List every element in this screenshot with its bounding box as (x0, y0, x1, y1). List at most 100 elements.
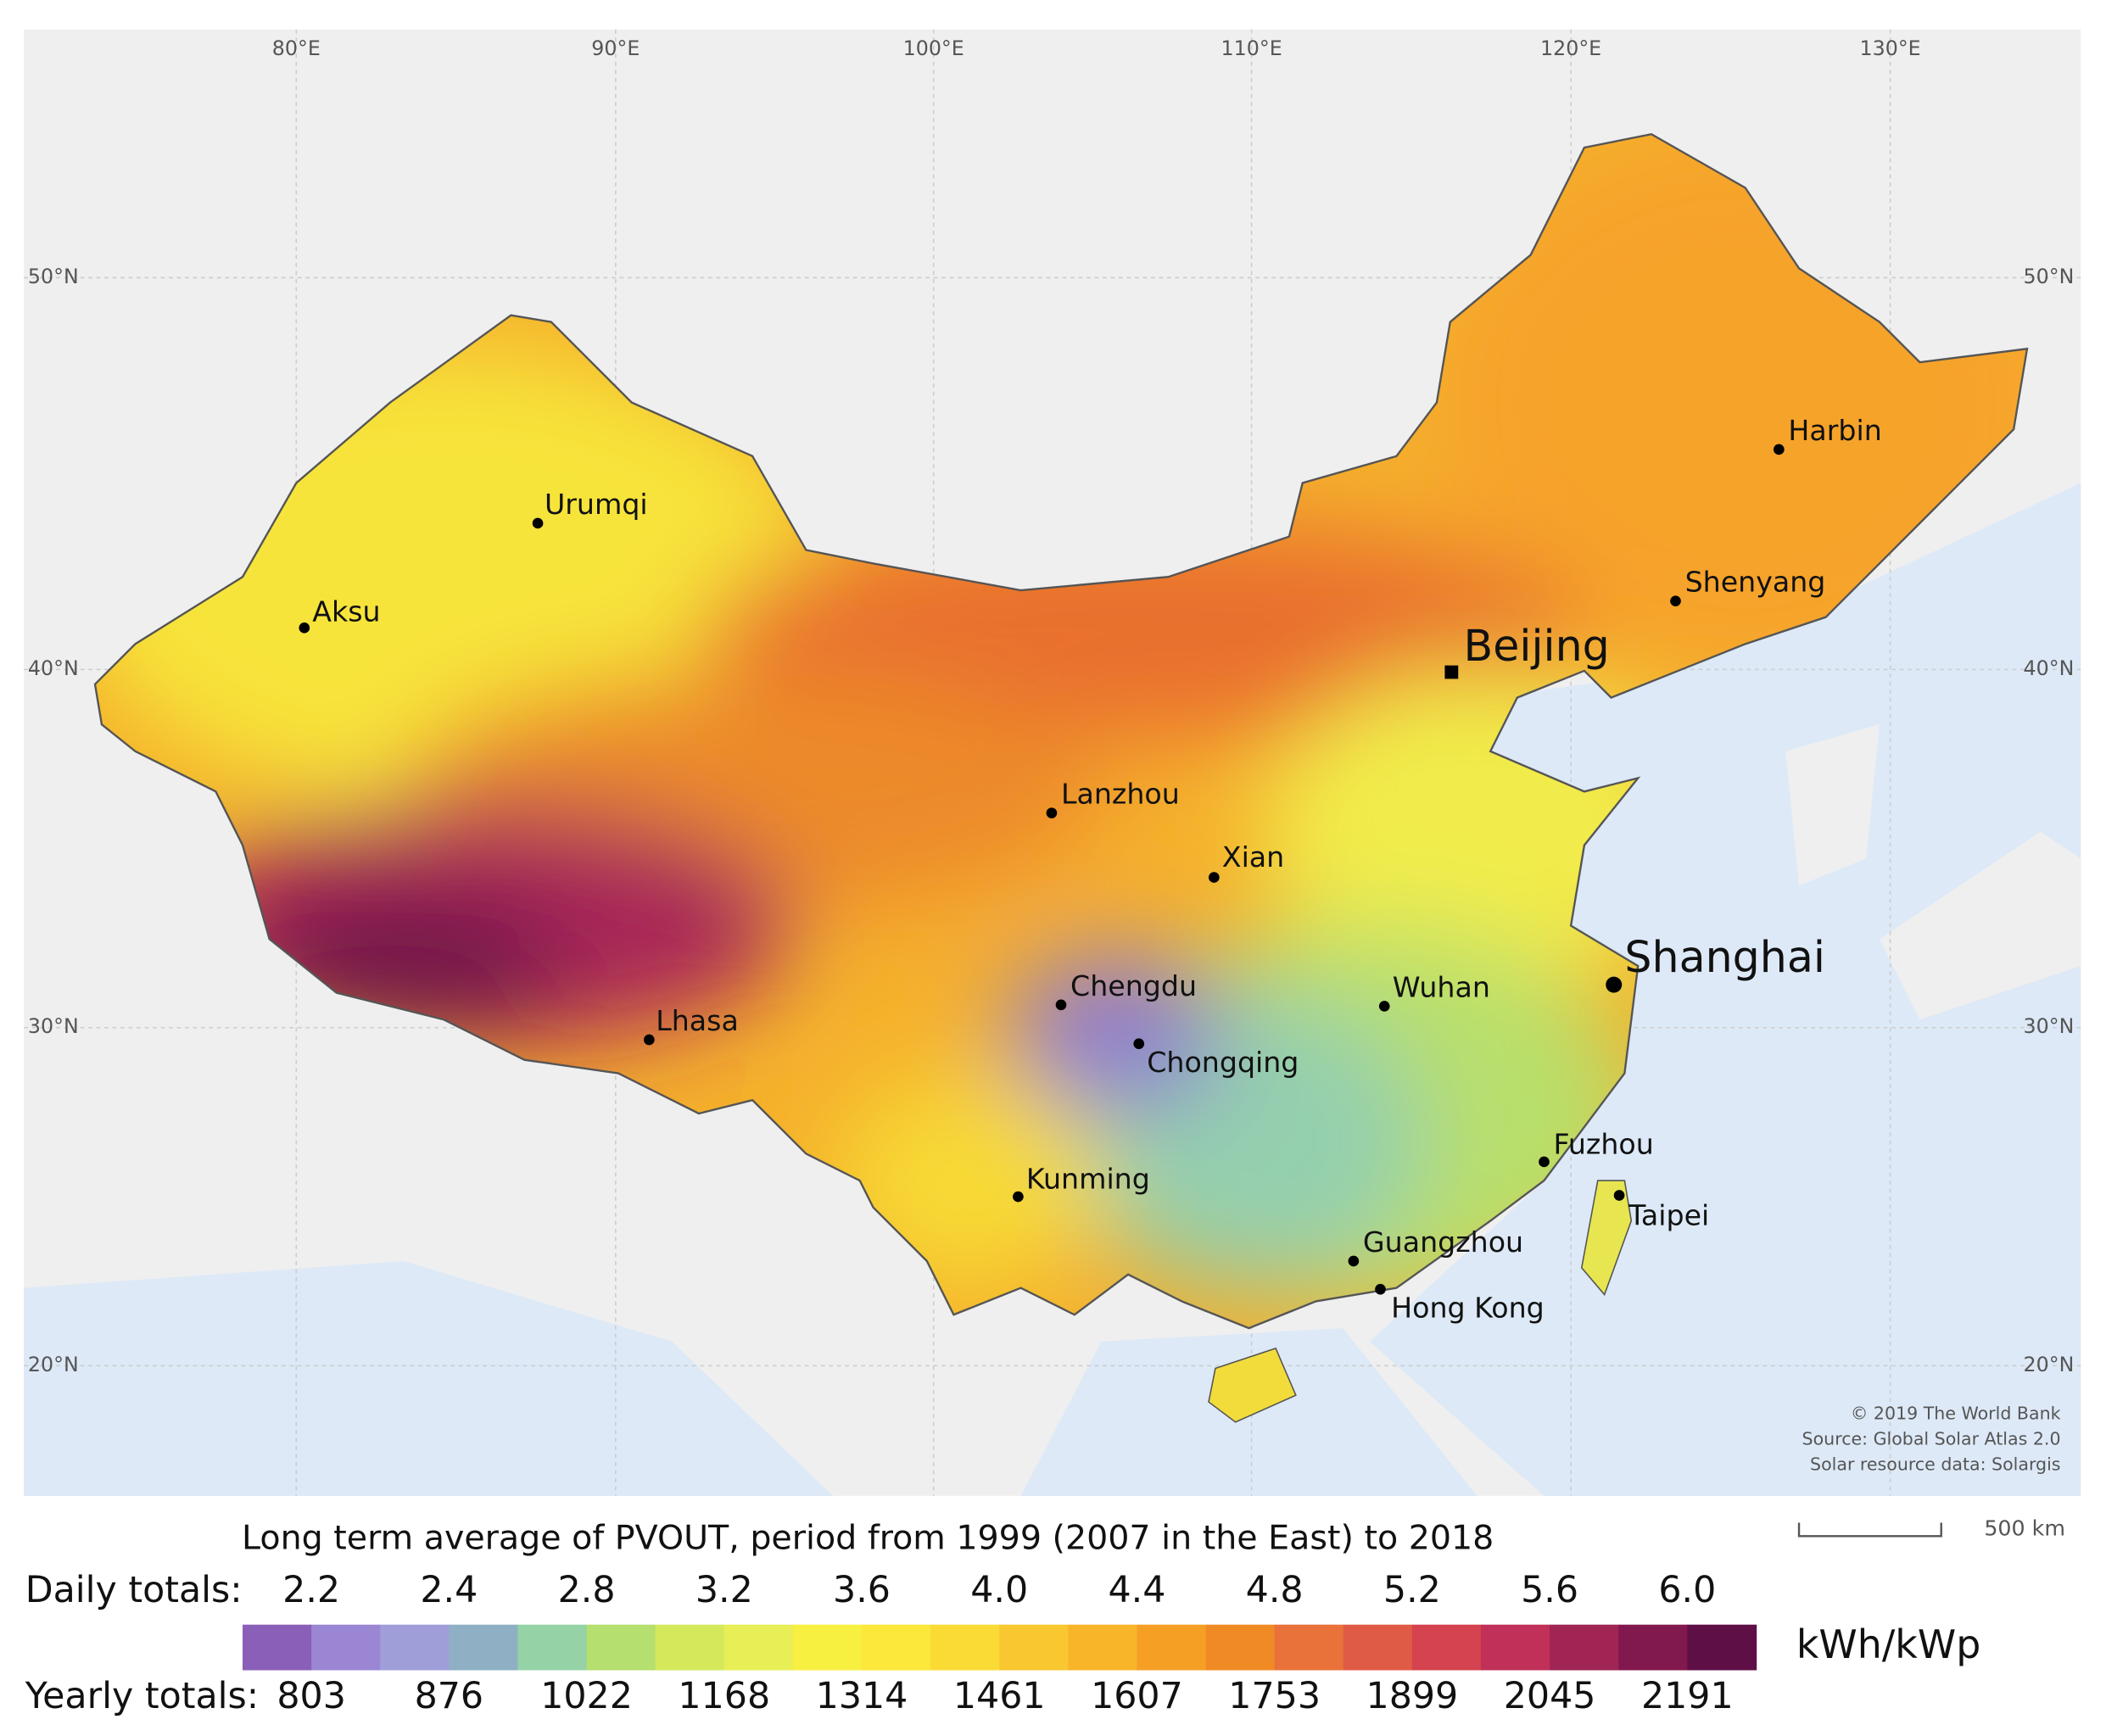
city-marker (1444, 665, 1459, 679)
city-marker (1375, 1283, 1386, 1295)
city-marker (532, 517, 544, 529)
daily-value: 3.2 (695, 1569, 753, 1611)
color-swatch (862, 1624, 931, 1671)
daily-value: 2.8 (558, 1569, 616, 1611)
color-swatch (1205, 1624, 1276, 1671)
color-swatch (1550, 1624, 1619, 1671)
latitude-label: 40°N (2024, 656, 2075, 680)
yearly-value: 1753 (1228, 1675, 1321, 1717)
city-label: Beijing (1464, 621, 1610, 671)
credit-line: Solar resource data: Solargis (1810, 1454, 2060, 1474)
daily-value: 4.0 (970, 1569, 1028, 1611)
yearly-value: 803 (277, 1675, 346, 1717)
color-swatch (449, 1624, 519, 1671)
color-swatch (930, 1624, 1001, 1671)
daily-value: 3.6 (833, 1569, 891, 1611)
yearly-value: 876 (415, 1675, 484, 1717)
latitude-label: 30°N (28, 1014, 79, 1038)
city-label: Xian (1222, 840, 1284, 874)
credit-line: © 2019 The World Bank (1851, 1403, 2061, 1423)
yearly-value: 1461 (953, 1675, 1046, 1717)
longitude-label: 110°E (1221, 36, 1282, 60)
scale-label: 500 km (1984, 1516, 2065, 1540)
daily-value: 2.4 (420, 1569, 478, 1611)
color-swatch (1068, 1624, 1138, 1671)
longitude-label: 80°E (272, 36, 321, 60)
city-label: Lanzhou (1061, 778, 1180, 811)
color-swatch (723, 1624, 794, 1671)
color-swatch (517, 1624, 588, 1671)
city-marker (1606, 976, 1623, 993)
city-label: Lhasa (656, 1004, 739, 1037)
taiwan (1580, 1180, 1633, 1297)
legend: 2.2 2.4 2.8 3.2 3.6 4.0 4.4 4.8 5.2 5.6 6.0 803 876 1… (243, 1569, 1757, 1717)
color-swatch (243, 1624, 312, 1671)
color-swatch (1343, 1624, 1413, 1671)
city-marker (1209, 872, 1220, 883)
yearly-value: 1168 (678, 1675, 770, 1717)
color-swatch (380, 1624, 450, 1671)
credits: © 2019 The World Bank Source: Global Sola… (1802, 1403, 2061, 1474)
color-swatch (1618, 1624, 1689, 1671)
city-marker (1046, 807, 1058, 818)
longitude-label: 130°E (1860, 36, 1921, 60)
city-marker (1670, 595, 1681, 607)
city-marker (1348, 1255, 1360, 1267)
yearly-value: 2191 (1641, 1675, 1734, 1717)
city-label: Harbin (1788, 414, 1881, 447)
city-marker (1013, 1191, 1024, 1203)
yearly-label: Yearly totals: (25, 1675, 259, 1717)
city-marker (1055, 999, 1067, 1011)
longitude-label: 90°E (591, 36, 640, 60)
hainan (1208, 1347, 1297, 1423)
latitude-label: 20°N (2024, 1353, 2075, 1376)
city-label: Hong Kong (1391, 1291, 1545, 1324)
city-label: Shenyang (1685, 566, 1826, 599)
latitude-label: 50°N (28, 265, 79, 288)
yearly-value: 1314 (816, 1675, 908, 1717)
city-label: Urumqi (545, 488, 648, 521)
city-marker (1613, 1190, 1625, 1201)
city-label: Chengdu (1070, 969, 1197, 1002)
credit-line: Source: Global Solar Atlas 2.0 (1802, 1428, 2061, 1449)
color-swatch (1274, 1624, 1344, 1671)
cities: Urumqi Aksu Harbin Shenyang Beijing Lanzhou Xi… (299, 414, 1882, 1324)
latitude-label: 40°N (28, 656, 79, 680)
city-marker (1133, 1038, 1145, 1050)
unit-label: kWh/kWp (1796, 1622, 1980, 1667)
city-label: Aksu (312, 594, 380, 628)
color-swatch (1137, 1624, 1207, 1671)
daily-value: 2.2 (282, 1569, 340, 1611)
color-swatch (792, 1624, 863, 1671)
city-label: Guangzhou (1363, 1225, 1523, 1259)
color-swatch (655, 1624, 725, 1671)
legend-title: Long term average of PVOUT, period from … (242, 1519, 1494, 1558)
color-swatch (1480, 1624, 1550, 1671)
yearly-value: 1022 (540, 1675, 633, 1717)
daily-value: 4.8 (1246, 1569, 1304, 1611)
city-label: Chongqing (1147, 1046, 1299, 1079)
city-label: Wuhan (1393, 970, 1490, 1003)
latitude-label: 50°N (2024, 265, 2075, 288)
city-label: Taipei (1628, 1198, 1709, 1231)
daily-value: 5.2 (1383, 1569, 1441, 1611)
city-marker (644, 1034, 655, 1046)
latitude-label: 20°N (28, 1353, 79, 1376)
daily-value: 5.6 (1521, 1569, 1578, 1611)
color-swatch (586, 1624, 656, 1671)
city-label: Shanghai (1624, 932, 1825, 982)
city-label: Kunming (1026, 1163, 1150, 1196)
graticule-labels: 80°E 90°E 100°E 110°E 120°E 130°E 50°N 50°N 40°N… (28, 36, 2074, 1376)
city-marker (1539, 1156, 1550, 1168)
daily-value: 6.0 (1658, 1569, 1716, 1611)
color-swatch (1687, 1624, 1757, 1671)
color-swatch (999, 1624, 1070, 1671)
longitude-label: 120°E (1540, 36, 1601, 60)
color-swatch (311, 1624, 382, 1671)
daily-label: Daily totals: (25, 1569, 243, 1611)
city-marker (1773, 444, 1785, 455)
city-marker (1378, 1001, 1390, 1012)
scale-bar: 500 km (1797, 1516, 2065, 1540)
daily-value: 4.4 (1108, 1569, 1165, 1611)
